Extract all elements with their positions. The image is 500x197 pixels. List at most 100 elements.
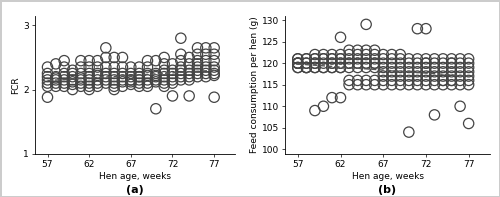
Point [44,82,52,85]
Point [60,78,68,82]
Point [414,79,422,82]
Point [77,65,85,69]
Point [448,79,456,82]
Point [302,66,310,69]
Point [439,62,447,65]
Point [60,59,68,62]
Point [302,62,310,65]
Point [320,66,328,69]
Point [422,70,430,73]
Point [94,74,102,77]
Point [354,83,362,86]
Point [118,65,126,69]
Point [328,57,336,60]
Point [370,49,378,52]
Point [52,78,60,82]
Point [311,66,319,69]
Point [94,65,102,69]
Point [370,62,378,65]
Point [456,62,464,65]
Point [464,57,472,60]
Point [456,70,464,73]
Point [430,66,438,69]
Point [294,62,302,65]
Point [456,79,464,82]
Point [354,49,362,52]
Point [152,59,160,62]
Point [422,62,430,65]
Point [110,85,118,88]
Point [345,49,353,52]
Point [102,82,110,85]
Point [388,70,396,73]
Point [44,78,52,82]
Point [345,83,353,86]
Point [362,57,370,60]
Point [185,62,193,65]
Point [44,85,52,88]
Point [328,57,336,60]
Point [396,70,404,73]
Point [362,62,370,65]
Point [362,53,370,56]
Point [68,83,76,86]
Point [194,75,202,78]
Point [177,69,185,72]
Point [110,72,118,75]
Point [439,79,447,82]
Point [94,82,102,85]
Point [422,27,430,30]
Point [194,46,202,49]
Text: (b): (b) [378,185,396,195]
Point [144,85,152,88]
Point [388,74,396,78]
Point [85,82,93,85]
Point [379,53,387,56]
Point [405,74,413,78]
Point [185,69,193,72]
Point [414,74,422,78]
Point [168,69,176,72]
Point [85,85,93,88]
Point [302,66,310,69]
Point [336,66,344,69]
Point [77,82,85,85]
Point [379,74,387,78]
Point [379,66,387,69]
Point [118,56,126,59]
Point [456,66,464,69]
Point [118,75,126,78]
Point [320,66,328,69]
Point [448,57,456,60]
Point [362,49,370,52]
Point [52,85,60,88]
Point [464,122,472,125]
Point [194,72,202,75]
Point [345,62,353,65]
Point [430,62,438,65]
Point [68,78,76,82]
Point [430,74,438,78]
Point [85,78,93,82]
Point [110,75,118,78]
Point [379,83,387,86]
Point [77,72,85,75]
Point [388,79,396,82]
Point [294,62,302,65]
Point [430,113,438,116]
Point [85,75,93,78]
Point [77,59,85,62]
Point [77,78,85,82]
Point [396,57,404,60]
Point [396,83,404,86]
Point [388,53,396,56]
Point [168,62,176,65]
Point [388,62,396,65]
Point [135,65,143,69]
Point [68,72,76,75]
Point [448,66,456,69]
Point [354,62,362,65]
Point [210,46,218,49]
Point [328,62,336,65]
Point [68,80,76,83]
